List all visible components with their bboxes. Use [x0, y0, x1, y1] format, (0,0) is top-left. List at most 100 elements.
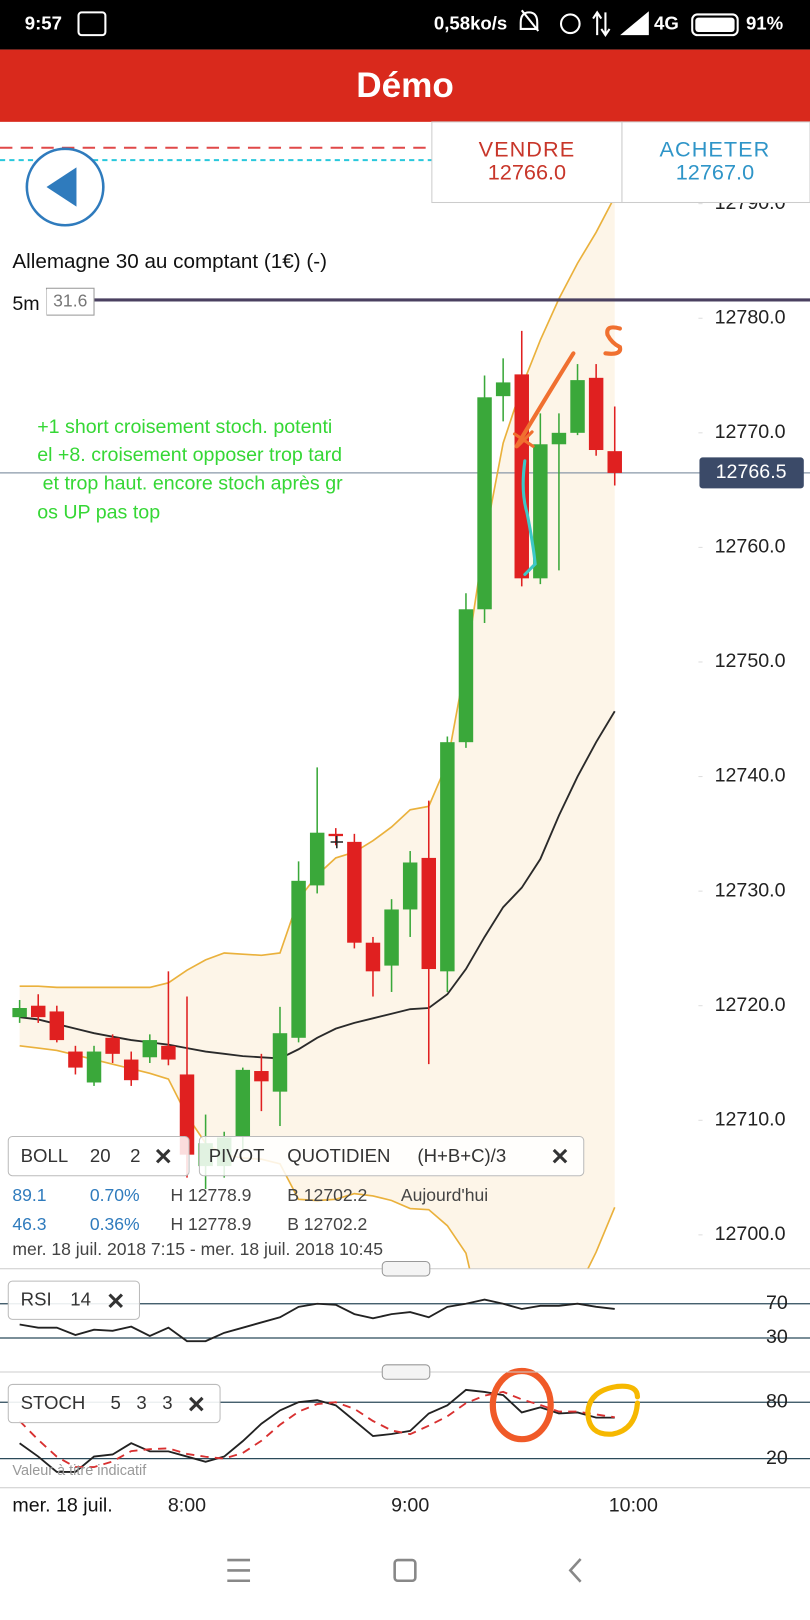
nav-bar	[0, 1523, 810, 1620]
x-tick-label: 8:00	[168, 1495, 206, 1517]
candle-body	[123, 1059, 139, 1081]
legend-text: 5	[111, 1392, 121, 1413]
candle-body	[588, 377, 604, 451]
level-label: 31.6	[53, 290, 87, 310]
y-tick-label: 70	[766, 1292, 788, 1314]
legend-text: BOLL	[21, 1145, 69, 1166]
info-value: B 12702.2	[287, 1214, 367, 1234]
annotation-line: +1 short croisement stoch. potenti	[37, 416, 332, 438]
info-value: H 12778.9	[170, 1185, 251, 1205]
close-icon[interactable]	[108, 1293, 124, 1309]
buy-button[interactable]	[621, 121, 810, 204]
footnote: Valeur à titre indicatif	[12, 1463, 147, 1479]
instrument-name: Allemagne 30 au comptant (1€) (-)	[12, 250, 327, 273]
candle-body	[86, 1051, 102, 1083]
status-time: 9:57	[25, 13, 62, 34]
legend-text: QUOTIDIEN	[287, 1145, 390, 1166]
candle-body	[179, 1074, 195, 1155]
x-tick-label: 10:00	[609, 1495, 658, 1517]
annotation-line: et trop haut. encore stoch après gr	[37, 473, 343, 495]
sell-price: 12766.0	[488, 159, 566, 184]
candle-body	[495, 382, 511, 397]
back-nav-button[interactable]	[568, 1558, 582, 1583]
menu-button[interactable]	[227, 1558, 251, 1583]
info-value: H 12778.9	[170, 1214, 251, 1234]
info-value: 46.3	[12, 1214, 46, 1234]
info-value: B 12702.2	[287, 1185, 367, 1205]
candle-body	[142, 1040, 158, 1058]
candle-body	[12, 1008, 27, 1018]
candle-body	[161, 1045, 176, 1060]
candle-body	[30, 1005, 46, 1018]
sell-label: VENDRE	[479, 137, 576, 162]
close-icon[interactable]	[552, 1148, 568, 1164]
y-tick-label: 12710.0	[715, 1108, 786, 1130]
candle-body	[551, 432, 567, 445]
indicator-line	[18, 1390, 615, 1469]
candle-body	[365, 942, 381, 972]
y-tick-label: 12770.0	[715, 421, 786, 443]
app-icon	[77, 11, 107, 37]
status-bar	[0, 0, 810, 50]
legend-text: 3	[162, 1392, 172, 1413]
candle-body	[384, 909, 399, 966]
battery-icon	[691, 13, 739, 37]
info-value: 0.36%	[90, 1214, 140, 1234]
sell-button[interactable]	[431, 121, 623, 204]
boll-legend[interactable]	[7, 1135, 190, 1177]
stoch-legend[interactable]	[7, 1383, 221, 1424]
legend-text: 14	[70, 1289, 91, 1310]
legend-text: 3	[136, 1392, 146, 1413]
indicator-line	[19, 1298, 615, 1343]
y-tick-label: 20	[766, 1447, 788, 1469]
legend-text: PIVOT	[209, 1145, 265, 1166]
close-icon[interactable]	[155, 1148, 171, 1164]
candle-body	[570, 380, 585, 433]
legend-text: 2	[130, 1145, 140, 1166]
resize-handle[interactable]	[381, 1260, 431, 1277]
candle-body	[254, 1071, 269, 1082]
candle-body	[49, 1011, 65, 1041]
status-network: 4G	[654, 13, 679, 34]
candle-body	[328, 833, 344, 837]
y-tick-label: 12700.0	[715, 1223, 786, 1245]
legend-text: (H+B+C)/3	[417, 1145, 506, 1166]
legend-text: RSI	[21, 1289, 52, 1310]
close-icon[interactable]	[189, 1396, 204, 1412]
app-header	[0, 49, 810, 122]
buy-price: 12767.0	[676, 159, 754, 184]
info-value: 89.1	[12, 1185, 46, 1205]
status-battery: 91%	[746, 13, 784, 34]
indicator-line	[19, 1388, 615, 1473]
candle-body	[477, 397, 492, 610]
last-price-box	[699, 457, 804, 489]
level-label-box	[45, 287, 95, 316]
candle-body	[105, 1037, 120, 1054]
candle-body	[309, 832, 325, 886]
header-title: Démo	[356, 66, 454, 105]
rsi-legend[interactable]	[7, 1280, 140, 1320]
x-tick-label: 9:00	[391, 1495, 429, 1517]
candle-body	[272, 1033, 288, 1092]
y-tick-label: 30	[766, 1326, 788, 1348]
pivot-legend[interactable]	[198, 1135, 585, 1177]
candle-body	[402, 862, 418, 910]
y-tick-label: 80	[766, 1390, 788, 1412]
legend-text: 20	[90, 1145, 111, 1166]
timeframe-box[interactable]	[5, 289, 47, 319]
status-icons	[519, 9, 649, 37]
legend-text: STOCH	[21, 1392, 86, 1413]
candle-body	[533, 444, 548, 579]
candle-body	[607, 451, 622, 473]
resize-handle[interactable]	[381, 1364, 431, 1380]
status-speed: 0,58ko/s	[434, 13, 507, 34]
home-button[interactable]	[393, 1558, 417, 1583]
y-tick-label: 12760.0	[715, 536, 786, 558]
candle-body	[235, 1069, 251, 1137]
y-tick-label: 12730.0	[715, 879, 786, 901]
info-value: Aujourd'hui	[401, 1185, 488, 1205]
hand-drawing	[489, 325, 641, 1443]
boll-middle-line	[19, 710, 616, 1060]
candle-body	[421, 857, 436, 970]
